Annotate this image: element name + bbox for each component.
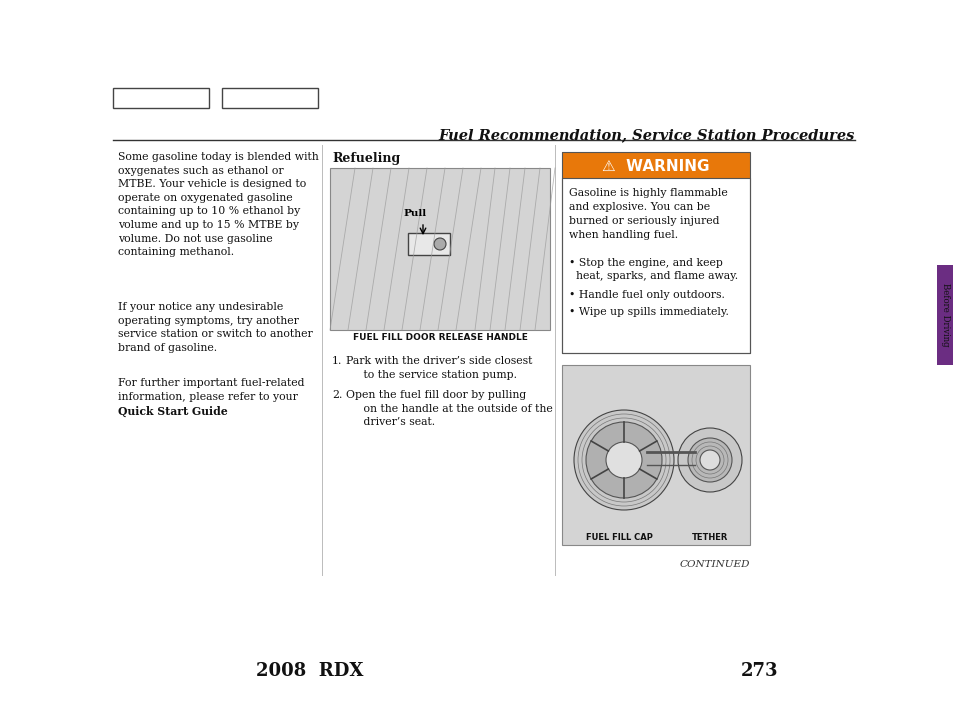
Bar	[936, 265, 953, 365]
Circle shape	[700, 450, 720, 470]
Text: 1.: 1.	[332, 356, 342, 366]
Bar	[561, 365, 749, 545]
Bar	[330, 168, 550, 330]
Circle shape	[434, 238, 446, 250]
Text: Fuel Recommendation, Service Station Procedures: Fuel Recommendation, Service Station Pro…	[438, 128, 854, 142]
Text: If your notice any undesirable
operating symptoms, try another
service station o: If your notice any undesirable operating…	[118, 302, 313, 353]
Text: Some gasoline today is blended with
oxygenates such as ethanol or
MTBE. Your veh: Some gasoline today is blended with oxyg…	[118, 152, 318, 257]
Text: .: .	[186, 406, 190, 416]
Text: • Wipe up spills immediately.: • Wipe up spills immediately.	[568, 307, 728, 317]
Text: Gasoline is highly flammable
and explosive. You can be
burned or seriously injur: Gasoline is highly flammable and explosi…	[568, 188, 727, 240]
Text: Quick Start Guide: Quick Start Guide	[118, 406, 228, 417]
Text: FUEL FILL CAP: FUEL FILL CAP	[585, 533, 652, 542]
Bar	[112, 88, 209, 108]
Bar	[561, 152, 749, 353]
Text: • Handle fuel only outdoors.: • Handle fuel only outdoors.	[568, 290, 724, 300]
Text: CONTINUED: CONTINUED	[679, 560, 749, 569]
Text: 2008  RDX: 2008 RDX	[256, 662, 363, 680]
Circle shape	[574, 410, 673, 510]
Text: 273: 273	[740, 662, 778, 680]
Text: Before Driving: Before Driving	[941, 283, 949, 346]
Circle shape	[687, 438, 731, 482]
Bar	[561, 178, 749, 353]
Text: 2.: 2.	[332, 390, 342, 400]
Text: ⚠  WARNING: ⚠ WARNING	[601, 158, 709, 173]
Text: Open the fuel fill door by pulling
     on the handle at the outside of the
    : Open the fuel fill door by pulling on th…	[346, 390, 552, 427]
Circle shape	[605, 442, 641, 478]
Bar	[222, 88, 317, 108]
Text: Refueling: Refueling	[332, 152, 400, 165]
Circle shape	[678, 428, 741, 492]
Text: Pull: Pull	[402, 209, 426, 218]
Bar	[408, 233, 450, 255]
Text: TETHER: TETHER	[691, 533, 727, 542]
Circle shape	[585, 422, 661, 498]
Text: For further important fuel-related
information, please refer to your: For further important fuel-related infor…	[118, 378, 304, 402]
Text: • Stop the engine, and keep
  heat, sparks, and flame away.: • Stop the engine, and keep heat, sparks…	[568, 258, 738, 280]
Text: Park with the driver’s side closest
     to the service station pump.: Park with the driver’s side closest to t…	[346, 356, 532, 380]
Bar	[561, 152, 749, 178]
Text: FUEL FILL DOOR RELEASE HANDLE: FUEL FILL DOOR RELEASE HANDLE	[353, 333, 527, 342]
